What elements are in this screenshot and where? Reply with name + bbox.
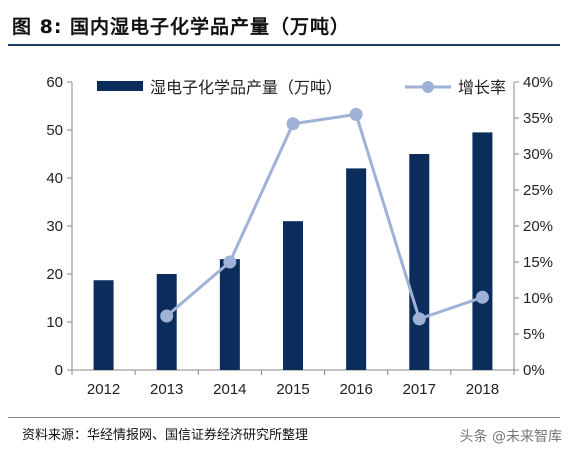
watermark: 头条 @未来智库 xyxy=(459,429,562,445)
right-tick-label: 30% xyxy=(523,146,553,163)
left-tick-label: 10 xyxy=(46,314,63,331)
bar xyxy=(219,259,240,370)
bar xyxy=(346,168,367,370)
right-tick-label: 20% xyxy=(523,218,553,235)
legend-line-label: 增长率 xyxy=(458,79,506,97)
left-tick-label: 0 xyxy=(55,362,63,379)
legend-line-marker xyxy=(422,81,434,93)
growth-point xyxy=(475,290,489,304)
bar xyxy=(409,154,430,370)
x-tick-label: 2018 xyxy=(466,381,499,398)
bar-series xyxy=(93,132,493,370)
left-tick-label: 40 xyxy=(46,170,63,187)
growth-line xyxy=(165,112,483,321)
x-tick-label: 2012 xyxy=(87,381,120,398)
x-tick-label: 2013 xyxy=(150,381,183,398)
right-tick-label: 15% xyxy=(523,254,553,271)
source-note: 资料来源：华经情报网、国信证券经济研究所整理 xyxy=(22,428,309,443)
growth-point xyxy=(412,312,426,326)
right-tick-label: 40% xyxy=(523,74,553,91)
x-tick-label: 2015 xyxy=(276,381,309,398)
x-tick-label: 2016 xyxy=(339,381,372,398)
right-tick-label: 35% xyxy=(523,110,553,127)
right-tick-label: 10% xyxy=(523,290,553,307)
right-tick-label: 5% xyxy=(523,326,545,343)
growth-point xyxy=(223,255,237,269)
left-tick-label: 50 xyxy=(46,122,63,139)
chart-axes: 0 10 20 30 40 50 60 0% 5% 10% 15% 20% 25% 30% 35% 40% 20… xyxy=(46,74,553,398)
right-tick-label: 25% xyxy=(523,182,553,199)
growth-line-series xyxy=(160,107,489,326)
footer-divider xyxy=(8,417,560,418)
bar xyxy=(93,280,114,370)
growth-point xyxy=(286,117,300,131)
growth-point xyxy=(349,107,363,121)
x-tick-label: 2014 xyxy=(213,381,246,398)
chart-legend: 湿电子化学品产量（万吨） 增长率 xyxy=(97,79,506,97)
bar xyxy=(472,132,493,370)
bar xyxy=(283,221,303,370)
legend-bar-swatch xyxy=(97,81,143,91)
legend-bar-label: 湿电子化学品产量（万吨） xyxy=(150,79,342,97)
left-tick-label: 60 xyxy=(46,74,63,91)
x-tick-label: 2017 xyxy=(403,381,436,398)
growth-point xyxy=(160,309,174,323)
right-tick-label: 0% xyxy=(523,362,545,379)
left-tick-label: 30 xyxy=(46,218,63,235)
title-divider xyxy=(8,44,560,46)
left-tick-label: 20 xyxy=(46,266,63,283)
chart-title: 图 8: 国内湿电子化学品产量（万吨） xyxy=(12,16,351,38)
